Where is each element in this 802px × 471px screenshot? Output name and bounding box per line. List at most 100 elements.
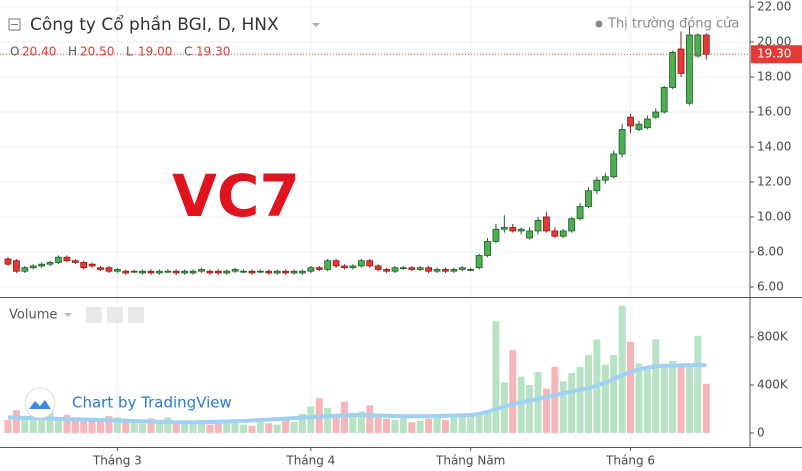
volume-bar [4, 419, 12, 433]
volume-bar [694, 335, 702, 433]
candle-body [21, 267, 29, 272]
volume-bar [265, 423, 273, 433]
volume-bar [130, 422, 138, 433]
candle-body [256, 270, 264, 273]
watermark: Chart by TradingView [72, 394, 232, 412]
volume-bar [307, 406, 315, 433]
candle-body [206, 270, 214, 274]
candle-body [500, 227, 508, 230]
volume-bar [669, 360, 677, 433]
candle-body [627, 116, 634, 127]
x-tick-label: Tháng 3 [92, 454, 142, 468]
volume-bar [399, 415, 407, 433]
y-tick-label: 12.00 [757, 174, 791, 188]
candle-body [551, 230, 559, 237]
dropdown[interactable] [312, 23, 320, 27]
candle-body [265, 270, 273, 274]
last-price-label: 19.30 [757, 47, 791, 61]
volume-bar [71, 417, 79, 433]
x-tick-label: Tháng 6 [605, 454, 655, 468]
candle-body [172, 270, 180, 274]
volume-bar [526, 384, 534, 433]
candle-body [425, 267, 433, 272]
candle-body [332, 260, 340, 267]
candle-body [130, 270, 138, 273]
volume-bar [298, 413, 306, 433]
volume-bar [467, 413, 475, 433]
candle-body [97, 267, 104, 270]
x-tick-label: Tháng Năm [435, 454, 505, 468]
close-icon[interactable] [128, 307, 144, 323]
candle-body [475, 255, 483, 269]
candle-body [576, 206, 584, 220]
candle-body [13, 260, 20, 272]
volume-bar [122, 418, 130, 433]
volume-bar [660, 364, 668, 433]
candle-body [139, 270, 146, 274]
candle-body [113, 269, 121, 272]
volume-bar [509, 350, 517, 433]
ohlc-key: H [68, 45, 77, 59]
volume-bar [139, 423, 147, 433]
volume-title: Volume [9, 308, 57, 323]
candle-body [299, 270, 306, 274]
settings-icon[interactable] [107, 307, 123, 323]
ohlc-value: 19.00 [138, 45, 172, 59]
plot [0, 26, 750, 433]
volume-bar [105, 416, 113, 433]
candle-body [677, 48, 685, 74]
volume-bar [54, 418, 62, 433]
candle-body [467, 269, 475, 271]
volume-bar [425, 418, 433, 433]
volume-bar [97, 421, 105, 433]
volume-bar [206, 424, 214, 433]
ohlc-key: O [10, 45, 19, 59]
volume-bar [391, 419, 399, 433]
volume-bar [256, 422, 264, 433]
ohlc-value: 19.30 [196, 45, 230, 59]
volume-bar [29, 415, 37, 433]
candle-body [416, 267, 424, 270]
volume-bar [80, 419, 88, 433]
candle-body [282, 270, 290, 274]
candle-body [526, 230, 533, 239]
candle-body [601, 176, 609, 181]
status-dot [595, 20, 603, 28]
candle-body [214, 270, 222, 274]
logo [24, 387, 56, 419]
candle-body [660, 87, 668, 113]
volume-bar [458, 415, 466, 433]
eye-icon[interactable] [86, 307, 102, 323]
volume-bar [12, 410, 20, 433]
volume-bar [240, 424, 248, 433]
y-tick-label: 16.00 [757, 104, 791, 118]
volume-bar [290, 422, 298, 433]
volume-bar [685, 366, 693, 433]
volume-bar [332, 413, 340, 433]
collapse-icon[interactable] [8, 18, 21, 31]
candle-body [88, 263, 96, 267]
volume-bar [273, 424, 281, 433]
volume-bar [475, 413, 483, 433]
volume-bar [492, 321, 500, 433]
candle-body [391, 267, 399, 272]
dropdown[interactable] [64, 313, 72, 317]
volume-bar [147, 418, 155, 433]
volume-bar [568, 372, 576, 433]
candle-body [702, 34, 710, 55]
y-tick-label: 14.00 [757, 139, 791, 153]
volume-bar [189, 423, 197, 433]
volume-bar [324, 407, 332, 433]
volume-bar [46, 411, 54, 433]
candle-body [71, 260, 79, 263]
volume-bar [357, 411, 365, 433]
volume-bar [584, 354, 592, 433]
volume-bar [576, 366, 584, 433]
volume-bar [610, 354, 618, 433]
candle-body [357, 260, 365, 267]
volume-bar [484, 410, 492, 433]
market-status: Thị trường đóng cửa [607, 17, 739, 32]
volume-bar [223, 423, 231, 433]
ohlc-key: C [184, 45, 192, 59]
